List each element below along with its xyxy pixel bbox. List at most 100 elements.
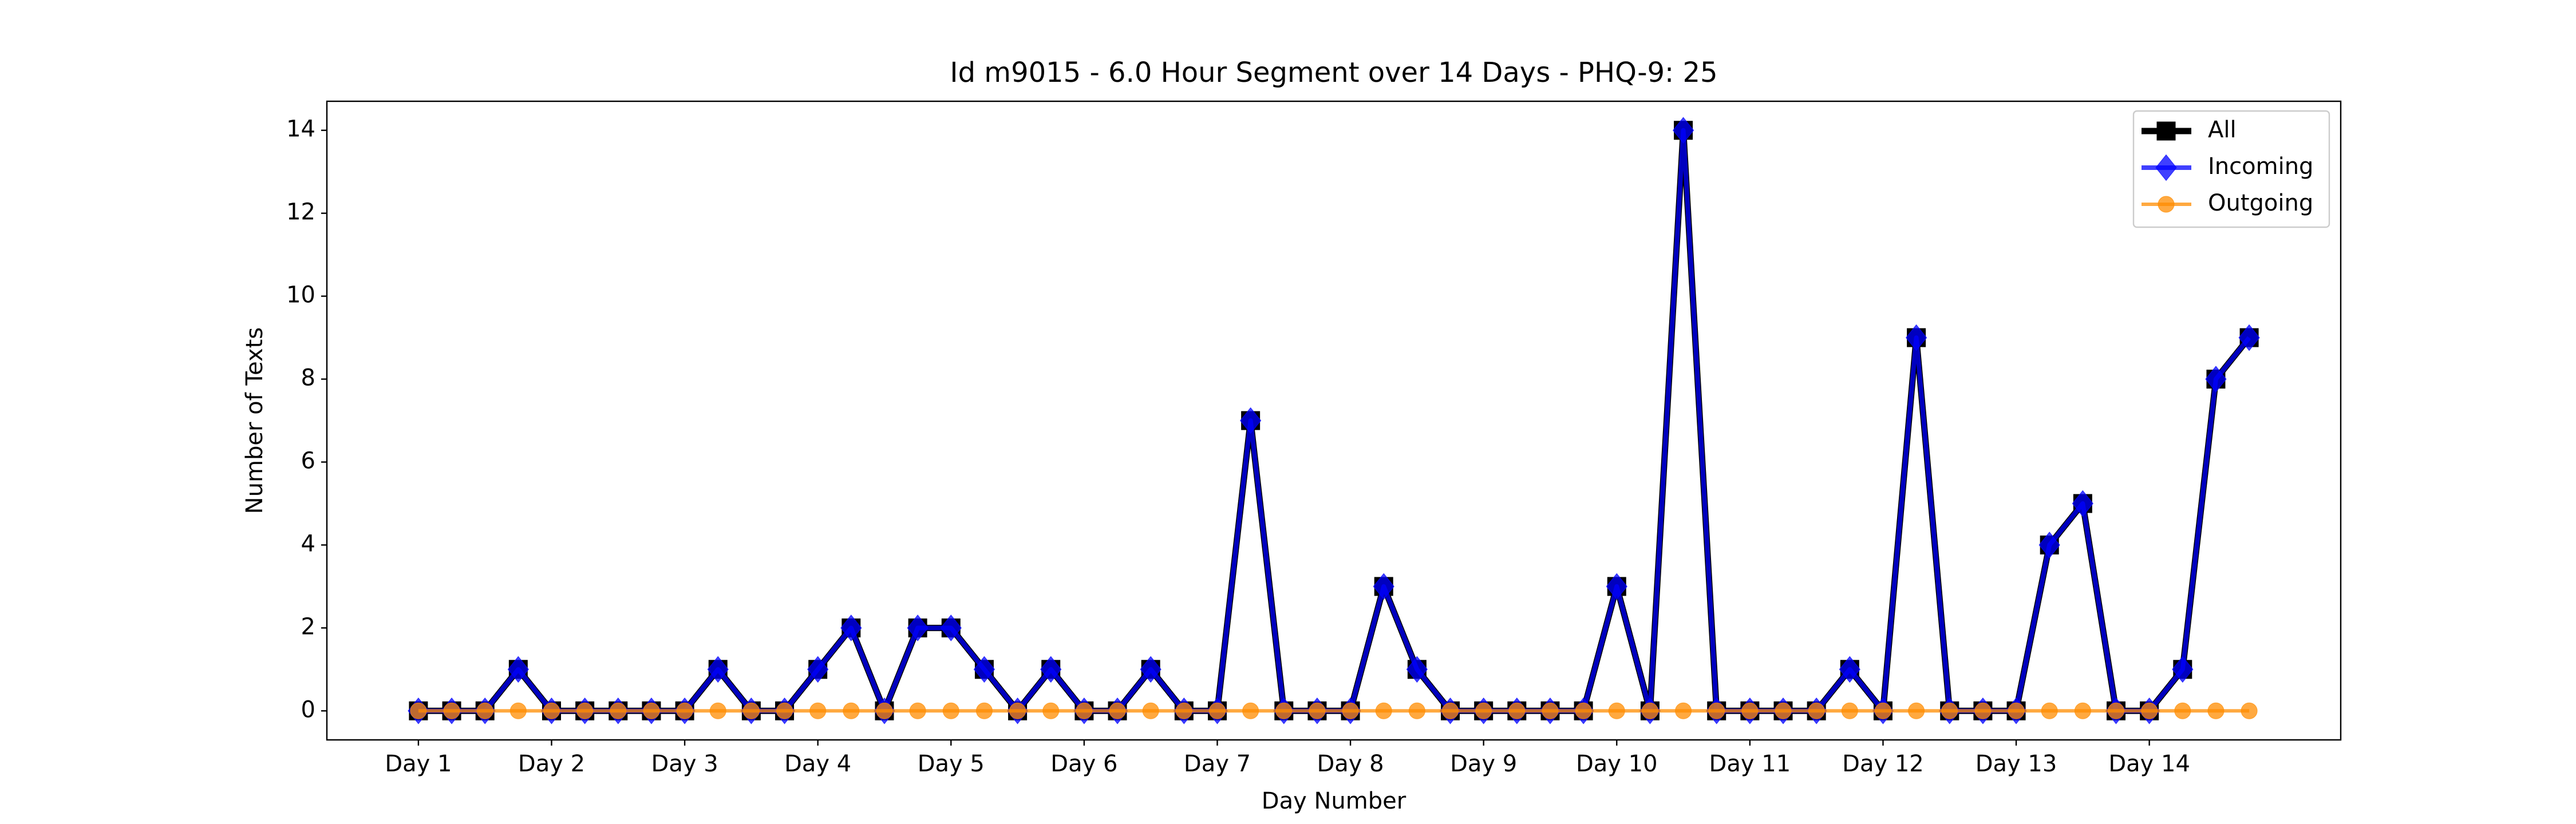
x-tick-label: Day 3 [651, 751, 718, 777]
x-tick-label: Day 4 [784, 751, 851, 777]
marker [2238, 324, 2260, 351]
marker [973, 656, 995, 683]
marker [1908, 702, 1925, 719]
x-tick-label: Day 2 [518, 751, 585, 777]
legend-label: Incoming [2208, 153, 2313, 180]
marker [1239, 407, 1262, 434]
marker [1741, 702, 1759, 719]
y-tick-label: 4 [301, 530, 315, 557]
marker [807, 656, 829, 683]
marker [876, 702, 893, 719]
marker [1242, 702, 1259, 719]
marker [443, 702, 460, 719]
marker [1076, 702, 1093, 719]
marker [1974, 702, 1992, 719]
marker [1874, 702, 1891, 719]
legend-label: Outgoing [2208, 190, 2313, 216]
y-tick-label: 8 [301, 365, 315, 391]
marker [707, 656, 729, 683]
marker [1641, 702, 1658, 719]
y-tick-label: 6 [301, 447, 315, 474]
series [410, 702, 2258, 719]
marker [909, 702, 926, 719]
marker [1042, 702, 1060, 719]
marker [1208, 702, 1226, 719]
marker [809, 702, 827, 719]
marker [507, 656, 529, 683]
marker [676, 702, 693, 719]
x-tick-label: Day 12 [1842, 751, 1924, 777]
marker [476, 702, 493, 719]
marker [2155, 154, 2177, 181]
legend-frame [2132, 110, 2330, 228]
marker [742, 702, 760, 719]
marker [709, 702, 726, 719]
marker [543, 702, 560, 719]
marker [1708, 702, 1725, 719]
y-tick-label: 14 [286, 116, 315, 142]
marker [2074, 702, 2091, 719]
marker [940, 615, 962, 641]
marker [1375, 702, 1392, 719]
marker [1142, 702, 1159, 719]
marker [2038, 532, 2060, 558]
marker [2241, 702, 2258, 719]
marker [2172, 656, 2194, 683]
marker [1575, 702, 1592, 719]
marker [1672, 117, 1694, 144]
marker [2205, 366, 2227, 393]
marker [1606, 573, 1627, 600]
marker [1675, 702, 1692, 719]
x-tick-label: Day 5 [918, 751, 985, 777]
marker [2207, 702, 2225, 719]
marker [942, 702, 959, 719]
marker [840, 615, 862, 641]
marker [2008, 702, 2025, 719]
marker [1009, 702, 1026, 719]
marker [2174, 702, 2191, 719]
x-tick-label: Day 7 [1184, 751, 1251, 777]
marker [1475, 702, 1492, 719]
series [409, 121, 2259, 720]
marker [643, 702, 660, 719]
y-tick-label: 0 [301, 696, 315, 723]
marker [2107, 702, 2124, 719]
marker [1442, 702, 1459, 719]
marker [1905, 324, 1927, 351]
x-tick-label: Day 1 [385, 751, 452, 777]
legend: All Incoming Outgoing [2132, 110, 2330, 228]
x-axis-label: Day Number [1262, 788, 1406, 814]
marker [1140, 656, 1161, 683]
x-tick-label: Day 8 [1317, 751, 1384, 777]
marker [509, 702, 527, 719]
marker [1542, 702, 1559, 719]
marker [1109, 702, 1126, 719]
marker [1808, 702, 1825, 719]
marker [1508, 702, 1526, 719]
series-line [418, 128, 2251, 714]
x-tick-label: Day 6 [1050, 751, 1117, 777]
y-tick-label: 2 [301, 613, 315, 640]
marker [1941, 702, 1958, 719]
series-line [418, 127, 2252, 714]
marker [2156, 121, 2176, 141]
chart-title: Id m9015 - 6.0 Hour Segment over 14 Days… [950, 57, 1717, 89]
marker [1309, 702, 1326, 719]
marker [1342, 702, 1359, 719]
marker [1040, 656, 1062, 683]
marker [610, 702, 627, 719]
x-tick-label: Day 13 [1976, 751, 2057, 777]
marker [2141, 702, 2158, 719]
marker [1275, 702, 1293, 719]
marker [1373, 573, 1394, 600]
marker [907, 615, 929, 641]
marker [1175, 702, 1192, 719]
marker [1406, 656, 1428, 683]
marker [1839, 656, 1860, 683]
marker [1608, 702, 1625, 719]
plot-frame [326, 100, 2342, 741]
x-tick-label: Day 14 [2108, 751, 2190, 777]
x-tick-label: Day 9 [1450, 751, 1517, 777]
marker [576, 702, 594, 719]
y-tick-label: 12 [286, 199, 315, 225]
